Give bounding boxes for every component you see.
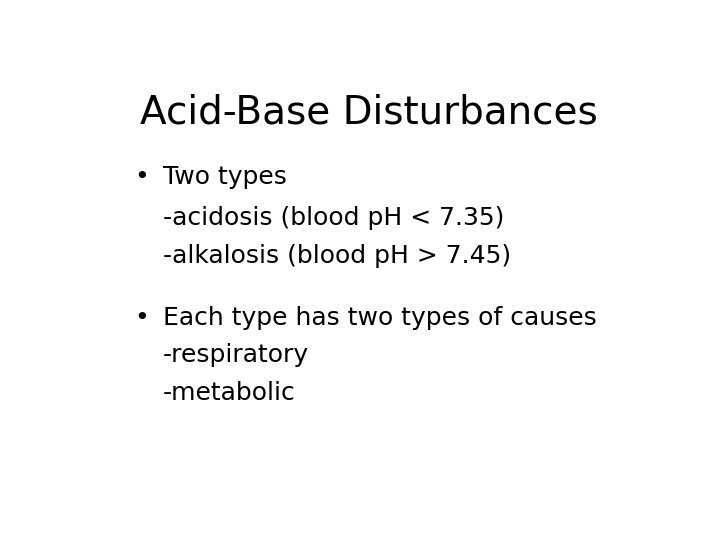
- Text: -alkalosis (blood pH > 7.45): -alkalosis (blood pH > 7.45): [163, 244, 510, 268]
- Text: •: •: [135, 306, 149, 330]
- Text: -metabolic: -metabolic: [163, 381, 295, 405]
- Text: Acid-Base Disturbances: Acid-Base Disturbances: [140, 94, 598, 132]
- Text: -acidosis (blood pH < 7.35): -acidosis (blood pH < 7.35): [163, 206, 504, 230]
- Text: -respiratory: -respiratory: [163, 343, 309, 367]
- Text: •: •: [135, 165, 149, 188]
- Text: Two types: Two types: [163, 165, 287, 188]
- Text: Each type has two types of causes: Each type has two types of causes: [163, 306, 596, 330]
